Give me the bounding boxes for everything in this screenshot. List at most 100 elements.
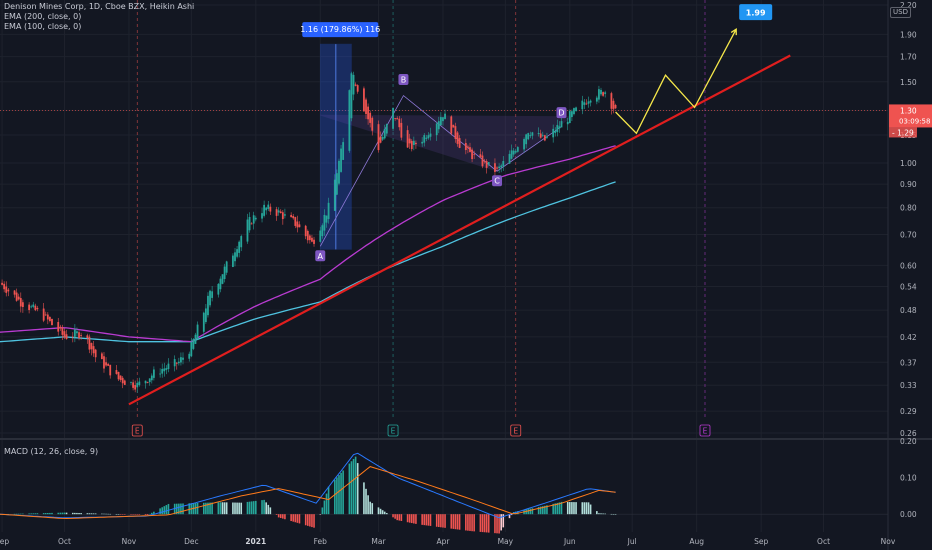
candle-body — [546, 136, 548, 138]
macd-histogram-bar — [589, 504, 592, 515]
time-tick: Oct — [58, 537, 71, 546]
macd-histogram-bar — [279, 514, 282, 519]
ema100-legend[interactable]: EMA (100, close, 0) — [4, 22, 82, 31]
candle-body — [340, 148, 342, 172]
candle-body — [467, 146, 469, 148]
candle-body — [65, 334, 68, 340]
macd-histogram-bar — [123, 514, 126, 515]
candle-body — [46, 314, 49, 320]
symbol-title[interactable]: Denison Mines Corp, 1D, Cboe BZX, Heikin… — [4, 2, 195, 11]
currency-badge[interactable]: USD — [890, 7, 911, 18]
candle-body — [437, 121, 440, 130]
macd-histogram-bar — [413, 514, 415, 524]
candle-body — [180, 357, 182, 363]
price-axis[interactable]: 2.201.901.701.501.301.151.000.900.800.70… — [889, 1, 932, 519]
price-range-measure[interactable]: 1.16 (179.86%) 116 — [300, 22, 380, 250]
macd-histogram-bar — [65, 512, 68, 515]
trendline[interactable] — [128, 54, 791, 406]
macd-histogram-bar — [90, 513, 93, 515]
macd-histogram-bar — [348, 463, 351, 515]
ema100-line — [0, 145, 616, 343]
macd-histogram-bar — [383, 511, 386, 515]
candle-body — [541, 134, 544, 136]
macd-histogram-bar — [105, 513, 107, 515]
candle-body — [365, 99, 367, 115]
pattern-point-bg — [556, 107, 567, 119]
macd-histogram-bar — [566, 502, 569, 515]
candle-body — [612, 100, 615, 110]
macd-histogram-bar — [612, 514, 615, 515]
candles[interactable] — [1, 71, 617, 393]
candle-body — [589, 100, 592, 103]
candle-body — [32, 304, 35, 307]
candle-body — [80, 335, 83, 336]
candle-body — [442, 117, 444, 122]
candle-body — [232, 255, 234, 267]
macd-histogram-bar — [604, 513, 606, 515]
target-label: 1.99 — [746, 9, 766, 18]
time-axis[interactable]: Sep Oct Nov Dec 2021 Feb Mar Apr May Jun Jul Aug Sep… — [0, 537, 896, 546]
candle-body — [508, 153, 511, 164]
candle-body — [529, 135, 532, 137]
candle-body — [435, 123, 438, 136]
candle-body — [568, 111, 571, 124]
macd-histogram-bar — [498, 514, 500, 534]
candle-body — [379, 136, 382, 143]
macd-histogram-bar — [319, 514, 322, 515]
macd-histogram-bar — [236, 502, 238, 515]
macd-histogram-bar — [254, 500, 257, 515]
macd-histogram-bar — [17, 513, 20, 515]
triangle-pattern[interactable] — [319, 94, 574, 247]
candle-body — [76, 331, 78, 334]
price-tick: 0.70 — [900, 231, 917, 240]
macd-histogram-bar — [471, 514, 473, 532]
candle-body — [313, 239, 315, 244]
macd-histogram-bar — [421, 514, 423, 525]
macd-histogram-bar — [452, 514, 455, 529]
candle-body — [498, 166, 501, 169]
price-tick: 0.33 — [900, 381, 917, 390]
candle-body — [101, 353, 103, 360]
candle-body — [1, 282, 3, 285]
macd-histogram-bar — [76, 512, 78, 515]
time-tick: May — [498, 537, 514, 546]
macd-histogram-bar — [369, 501, 371, 515]
candle-body — [583, 102, 586, 105]
price-tick: 0.26 — [900, 429, 917, 438]
candle-body — [5, 286, 8, 293]
macd-histogram-bar — [442, 514, 444, 528]
macd-histogram-bar — [541, 506, 544, 515]
macd-histogram-bar — [386, 513, 388, 515]
time-tick: Sep — [0, 537, 9, 546]
candle-body — [192, 339, 195, 349]
macd-histogram-bar — [13, 513, 16, 515]
macd-histogram-bar — [107, 513, 109, 515]
candle-body — [73, 329, 76, 337]
candle-body — [163, 368, 166, 372]
macd-histogram-bar — [371, 503, 374, 515]
projection-path[interactable]: 1.99 — [615, 4, 773, 135]
candle-body — [400, 122, 403, 138]
candle-body — [51, 318, 53, 326]
candle-body — [539, 133, 542, 138]
price-tick: 0.90 — [900, 180, 917, 189]
macd-histogram-bar — [211, 502, 213, 515]
macd-histogram-bar — [587, 502, 590, 515]
candle-body — [121, 377, 124, 384]
macd-legend[interactable]: MACD (12, 26, close, 9) — [4, 447, 99, 456]
price-tick: 2.20 — [900, 1, 917, 10]
candle-body — [78, 332, 80, 339]
candle-body — [267, 204, 270, 209]
macd-histogram-bar — [248, 501, 251, 515]
macd-histogram-bar — [427, 514, 430, 526]
macd-histogram-bar — [560, 501, 563, 515]
candle-body — [234, 252, 236, 262]
candle-body — [338, 160, 340, 184]
candle-body — [458, 138, 461, 148]
ema200-legend[interactable]: EMA (200, close, 0) — [4, 12, 82, 21]
candle-body — [602, 92, 604, 96]
macd-histogram-bar — [57, 512, 60, 515]
candle-body — [406, 130, 409, 148]
